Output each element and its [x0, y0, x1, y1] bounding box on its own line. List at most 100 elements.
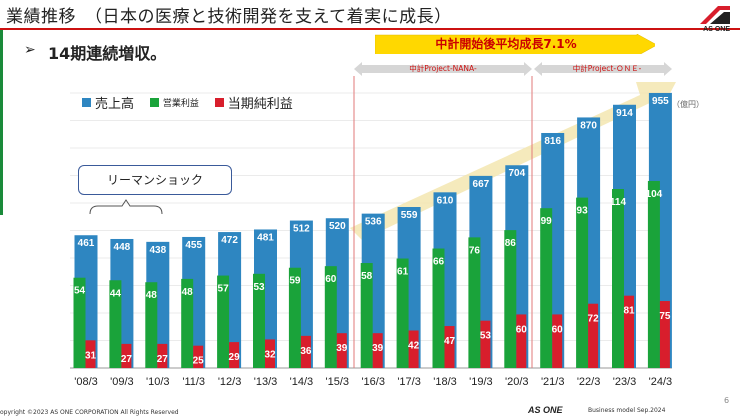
bar-net — [336, 333, 347, 368]
label-sales: 914 — [616, 108, 633, 119]
label-net: 60 — [516, 324, 528, 335]
label-sales: 448 — [114, 242, 131, 253]
bar-net — [372, 333, 383, 368]
tick-label: '24/3 — [649, 376, 673, 388]
legend-item-sales: 売上高 — [82, 93, 134, 112]
label-operating: 58 — [361, 271, 373, 282]
bar-operating — [612, 189, 624, 368]
tick-label: '09/3 — [110, 376, 134, 388]
bar-operating — [324, 266, 337, 368]
tick-label: '19/3 — [469, 376, 493, 388]
bar-net — [85, 340, 96, 368]
bar-operating — [432, 248, 445, 368]
tick-label: '16/3 — [361, 376, 385, 388]
bar-net — [121, 343, 132, 368]
label-net: 60 — [552, 324, 564, 335]
tick-label: '14/3 — [290, 376, 314, 388]
label-net: 39 — [372, 343, 384, 354]
label-net: 39 — [336, 343, 348, 354]
plan-label-nana: 中計Project-NANA- — [409, 64, 477, 73]
bar-operating — [109, 280, 122, 368]
bar-net — [229, 342, 240, 368]
bar-net — [408, 330, 419, 368]
bar-net — [300, 335, 311, 368]
plan-arrow-1 — [354, 62, 532, 76]
label-net: 36 — [300, 346, 312, 357]
label-operating: 48 — [146, 290, 158, 301]
legend-label-net: 当期純利益 — [227, 97, 293, 112]
tick-label: '22/3 — [577, 376, 601, 388]
tick-label: '13/3 — [254, 376, 278, 388]
legend-item-operating: 営業利益 — [149, 96, 199, 109]
bar-net — [444, 326, 455, 368]
label-sales: 536 — [365, 217, 382, 228]
bar-operating — [540, 208, 553, 368]
tick-label: '20/3 — [505, 376, 529, 388]
label-sales: 559 — [401, 210, 418, 221]
bullet-arrow-icon: ➢ — [24, 42, 36, 58]
label-sales: 472 — [221, 235, 238, 246]
logo-text: AS ONE — [703, 26, 730, 33]
legend-swatch-sales — [82, 98, 91, 107]
label-operating: 93 — [577, 206, 589, 217]
accent-bar — [0, 30, 3, 215]
legend-item-net: 当期純利益 — [214, 93, 293, 112]
label-net: 32 — [264, 349, 276, 360]
tick-label: '10/3 — [146, 376, 170, 388]
bar-net — [552, 314, 563, 368]
label-operating: 99 — [541, 216, 553, 227]
label-operating: 66 — [433, 257, 445, 268]
label-sales: 610 — [437, 195, 454, 206]
label-operating: 53 — [253, 282, 265, 293]
bar-operating — [73, 277, 86, 368]
bar-net — [624, 295, 634, 368]
page-number: 6 — [724, 396, 730, 405]
label-sales: 816 — [544, 136, 561, 147]
label-sales: 520 — [329, 221, 346, 232]
chart-legend: 売上高 営業利益 当期純利益 — [82, 93, 305, 112]
label-sales: 704 — [508, 168, 525, 179]
label-operating: 59 — [289, 276, 301, 287]
tick-label: '18/3 — [433, 376, 457, 388]
tick-label: '21/3 — [541, 376, 565, 388]
tick-label: '15/3 — [326, 376, 350, 388]
logo-mark-icon — [700, 6, 730, 24]
plan-label-one: 中計Project-ＯＮＥ- — [572, 64, 642, 73]
label-operating: 114 — [610, 197, 627, 208]
label-net: 81 — [623, 306, 635, 317]
copyright: opyright ©2023 AS ONE CORPORATION All Ri… — [0, 409, 179, 416]
legend-swatch-operating — [149, 98, 159, 107]
label-sales: 438 — [149, 245, 166, 256]
bar-operating — [360, 263, 373, 368]
label-sales: 870 — [580, 120, 597, 131]
growth-banner-arrow — [375, 34, 655, 54]
label-net: 42 — [408, 341, 420, 352]
label-operating: 48 — [182, 287, 194, 298]
label-net: 72 — [588, 314, 600, 325]
label-sales: 455 — [185, 240, 202, 251]
legend-label-operating: 営業利益 — [162, 99, 199, 109]
label-net: 29 — [229, 352, 241, 363]
label-net: 25 — [193, 356, 205, 367]
bar-operating — [576, 197, 589, 368]
tick-label: '17/3 — [397, 376, 421, 388]
label-operating: 60 — [325, 274, 337, 285]
label-sales: 667 — [473, 179, 490, 190]
label-operating: 54 — [74, 286, 86, 297]
label-net: 27 — [121, 354, 133, 365]
bar-operating — [647, 180, 660, 368]
bar-operating — [396, 258, 409, 368]
label-operating: 86 — [505, 238, 517, 249]
footer-model: Business model Sep.2024 — [588, 407, 666, 414]
bar-net — [480, 320, 491, 368]
footer-logo: AS ONE — [528, 405, 563, 415]
label-operating: 44 — [110, 288, 122, 299]
bar-net — [588, 303, 599, 368]
tick-label: '08/3 — [74, 376, 98, 388]
label-operating: 76 — [469, 245, 481, 256]
label-net: 31 — [85, 350, 97, 361]
bar-net — [193, 345, 204, 368]
growth-banner-text: 中計開始後平均成長7.1% — [435, 37, 577, 51]
tick-label: '11/3 — [182, 376, 205, 388]
